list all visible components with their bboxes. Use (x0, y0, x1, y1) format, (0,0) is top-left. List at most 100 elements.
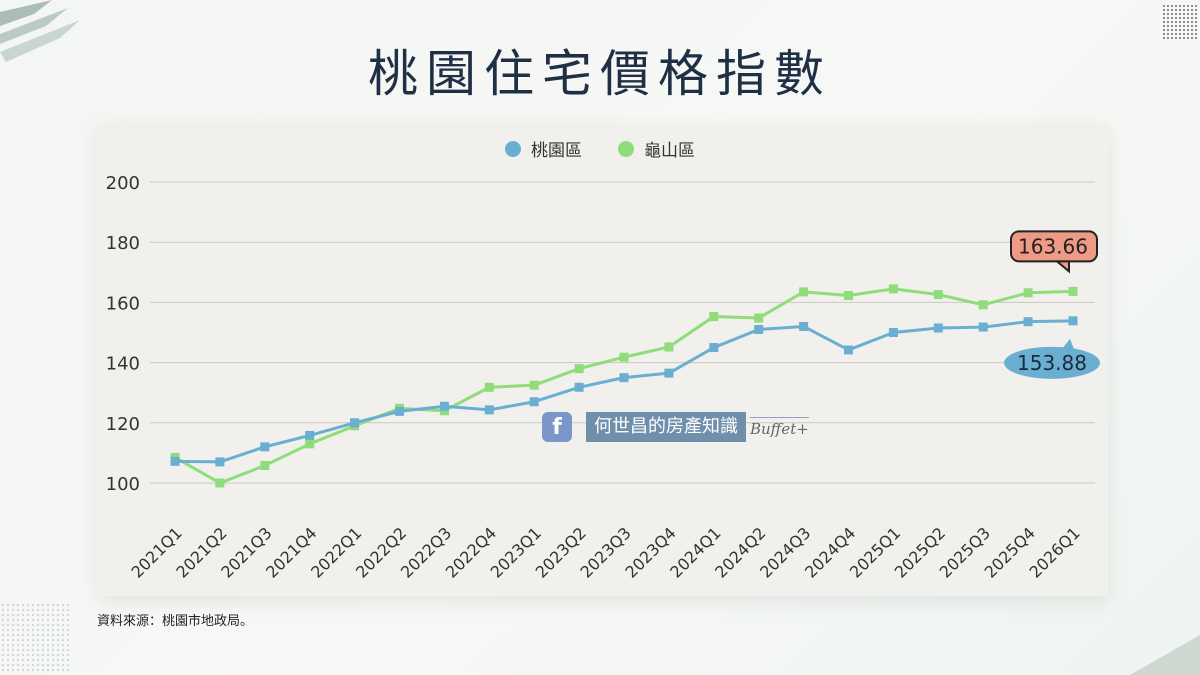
deco-dot (1163, 13, 1165, 15)
deco-dot (52, 614, 54, 616)
deco-dot (1187, 29, 1189, 31)
deco-dot (42, 604, 44, 606)
deco-dot (7, 639, 9, 641)
callout-tail (1062, 338, 1074, 349)
deco-dot (17, 634, 19, 636)
deco-dot (2, 654, 4, 656)
deco-dot (47, 609, 49, 611)
deco-dot (2, 624, 4, 626)
data-point-taoyuan (439, 401, 449, 411)
page-title: 桃園住宅價格指數 (368, 45, 832, 103)
deco-dot (1191, 25, 1193, 27)
watermark-brand: Buffet+ (750, 416, 809, 438)
callout-label-taoyuan: 153.88 (1017, 351, 1087, 375)
deco-dot (2, 614, 4, 616)
deco-dot (37, 659, 39, 661)
deco-dot (27, 644, 29, 646)
deco-dot (12, 639, 14, 641)
deco-dot (22, 609, 24, 611)
deco-dot (32, 634, 34, 636)
data-point-taoyuan (1068, 316, 1078, 326)
deco-dot (62, 649, 64, 651)
deco-dot (47, 604, 49, 606)
deco-dot (1183, 17, 1185, 19)
deco-dot (47, 659, 49, 661)
deco-dot (12, 604, 14, 606)
deco-dot (2, 644, 4, 646)
deco-dot (42, 644, 44, 646)
deco-dot (42, 669, 44, 671)
watermark: f 何世昌的房產知識 Buffet+ (542, 412, 809, 442)
deco-dot (47, 639, 49, 641)
deco-dot (57, 614, 59, 616)
data-point-taoyuan (978, 322, 988, 332)
deco-dot (1175, 5, 1177, 7)
data-point-guishan (619, 352, 629, 362)
deco-dot (7, 624, 9, 626)
deco-dot (52, 654, 54, 656)
deco-dot (67, 644, 69, 646)
deco-dot (22, 654, 24, 656)
deco-dot (37, 639, 39, 641)
deco-dot (37, 664, 39, 666)
deco-dot (52, 639, 54, 641)
data-point-taoyuan (799, 321, 809, 331)
deco-dot (1171, 5, 1173, 7)
deco-dot (1167, 9, 1169, 11)
deco-dot (1195, 25, 1197, 27)
deco-dot (1171, 29, 1173, 31)
deco-dot (67, 614, 69, 616)
deco-dot (32, 629, 34, 631)
deco-dot (1183, 13, 1185, 15)
data-point-guishan (574, 364, 584, 374)
deco-dot (7, 604, 9, 606)
deco-dot (67, 604, 69, 606)
deco-dot (7, 629, 9, 631)
deco-dot (22, 604, 24, 606)
y-tick-label: 140 (106, 354, 140, 375)
deco-dot (62, 624, 64, 626)
deco-dot (62, 634, 64, 636)
deco-dot (1171, 17, 1173, 19)
deco-dot (7, 609, 9, 611)
legend-item-guishan: 龜山區 (618, 136, 695, 161)
deco-dot (1171, 21, 1173, 23)
deco-dot (1175, 33, 1177, 35)
deco-dot (27, 654, 29, 656)
deco-dot (67, 624, 69, 626)
y-tick-label: 160 (106, 293, 140, 314)
data-point-guishan (215, 478, 225, 488)
deco-dot (1179, 29, 1181, 31)
deco-dot (32, 669, 34, 671)
deco-dot (1163, 21, 1165, 23)
deco-dot (57, 629, 59, 631)
deco-dot (12, 614, 14, 616)
deco-dot (47, 614, 49, 616)
deco-dot (1175, 17, 1177, 19)
callout-label-guishan: 163.66 (1018, 234, 1088, 258)
deco-dot (1187, 33, 1189, 35)
legend-label-guishan: 龜山區 (644, 141, 695, 161)
deco-dot (42, 629, 44, 631)
deco-dot (22, 614, 24, 616)
deco-dot (1191, 33, 1193, 35)
deco-dot (57, 659, 59, 661)
source-note: 資料來源：桃園市地政局。 (97, 614, 254, 629)
callout-guishan: 163.66 (1010, 230, 1098, 274)
deco-dot (67, 664, 69, 666)
callout-tail (1054, 260, 1070, 274)
deco-dot (17, 659, 19, 661)
deco-dot (47, 634, 49, 636)
deco-dot (37, 604, 39, 606)
deco-dot (1163, 29, 1165, 31)
deco-dot (57, 639, 59, 641)
data-point-taoyuan (888, 328, 898, 337)
deco-dot (42, 619, 44, 621)
deco-dot (1167, 21, 1169, 23)
deco-dot (67, 649, 69, 651)
deco-dot (1179, 33, 1181, 35)
callout-bubble (1010, 230, 1098, 263)
deco-dot (22, 619, 24, 621)
deco-dot (2, 664, 4, 666)
deco-dot (1163, 5, 1165, 7)
